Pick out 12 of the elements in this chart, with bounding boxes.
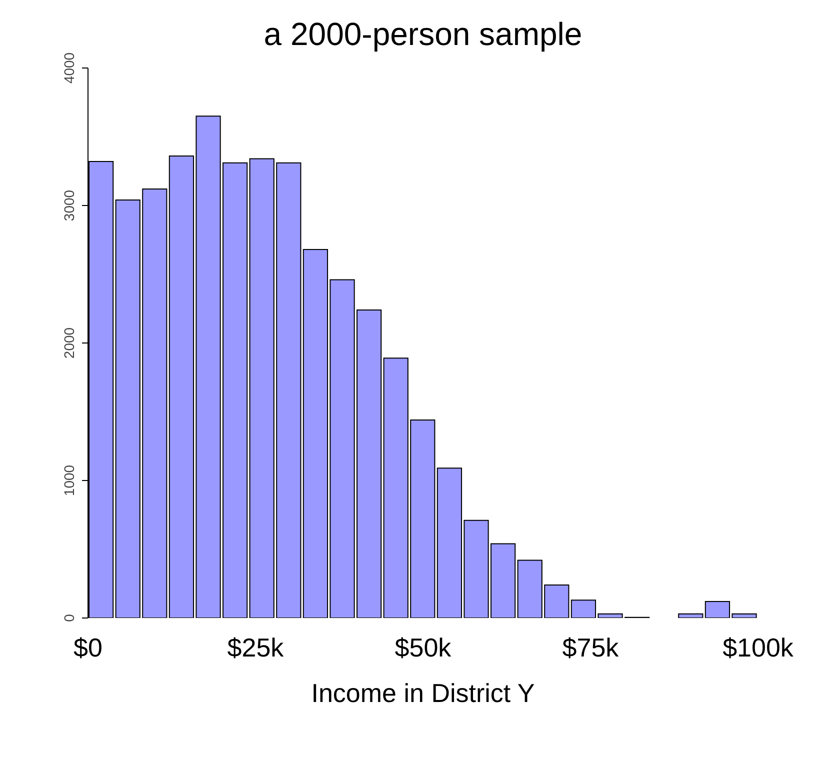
x-tick-label: $50k (394, 632, 452, 662)
x-tick-label: $0 (74, 632, 102, 662)
y-tick-label: 1000 (61, 464, 77, 496)
x-tick-label: $75k (562, 632, 620, 662)
y-tick-label: 2000 (61, 327, 77, 359)
y-tick-label: 3000 (61, 190, 77, 222)
y-tick-label: 4000 (61, 52, 77, 84)
chart-title: a 2000-person sample (262, 16, 584, 53)
x-axis-title: Income in District Y (310, 678, 536, 709)
y-tick-label: 0 (61, 614, 77, 622)
x-tick-label: $100k (722, 632, 794, 662)
x-tick-label: $25k (227, 632, 285, 662)
